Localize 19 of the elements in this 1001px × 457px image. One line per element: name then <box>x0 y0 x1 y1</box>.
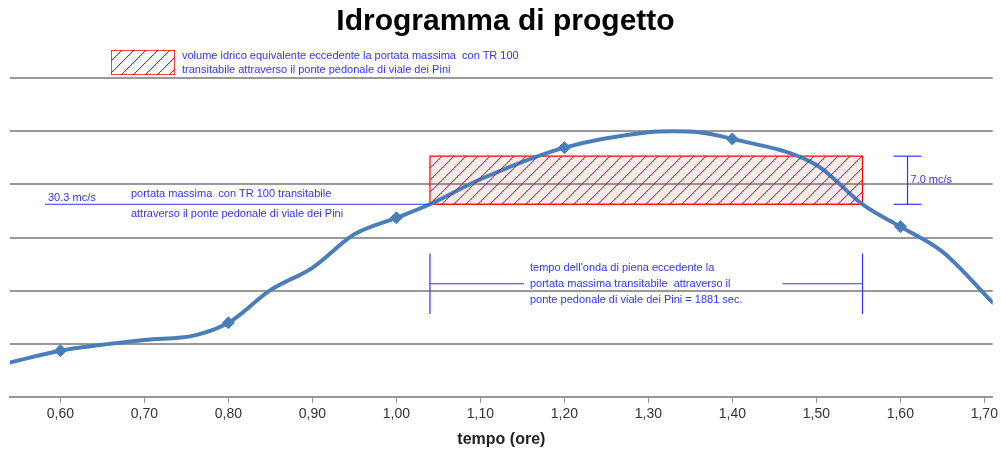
annotation: portata massima con TR 100 transitabile attraverso il ponte pedonale di viale dei Pini <box>130 187 344 220</box>
x-tick-label: 1,70 <box>970 405 999 422</box>
legend-label: volume idrico equivalente eccedente la portata massima con TR 100 transitabile attraverso il ponte pedonale di viale dei Pini <box>182 48 519 76</box>
x-axis-title: tempo (ore) <box>457 429 546 447</box>
x-tick-label: 1,50 <box>802 405 831 422</box>
x-tick-label: 1,00 <box>382 405 411 422</box>
x-tick-label: 0,70 <box>130 405 159 422</box>
x-tick-label: 0,90 <box>298 405 327 422</box>
annotation: 7.0 mc/s <box>910 173 953 186</box>
x-tick-label: 1,60 <box>886 405 915 422</box>
x-tick-label: 1,30 <box>634 405 663 422</box>
x-tick-label: 1,40 <box>718 405 747 422</box>
annotation: tempo dell'onda di piena eccedente la portata massima transitabile attraverso il ponte pedonale di viale dei Pini = 1881 sec. <box>529 260 743 305</box>
ref-line-label: 30.3 mc/s <box>48 190 97 203</box>
x-tick-label: 1,10 <box>466 405 495 422</box>
x-tick-label: 0,80 <box>214 405 243 422</box>
chart-title: Idrogramma di progetto <box>336 3 675 37</box>
x-tick-label: 0,60 <box>46 405 75 422</box>
x-tick-label: 1,20 <box>550 405 579 422</box>
